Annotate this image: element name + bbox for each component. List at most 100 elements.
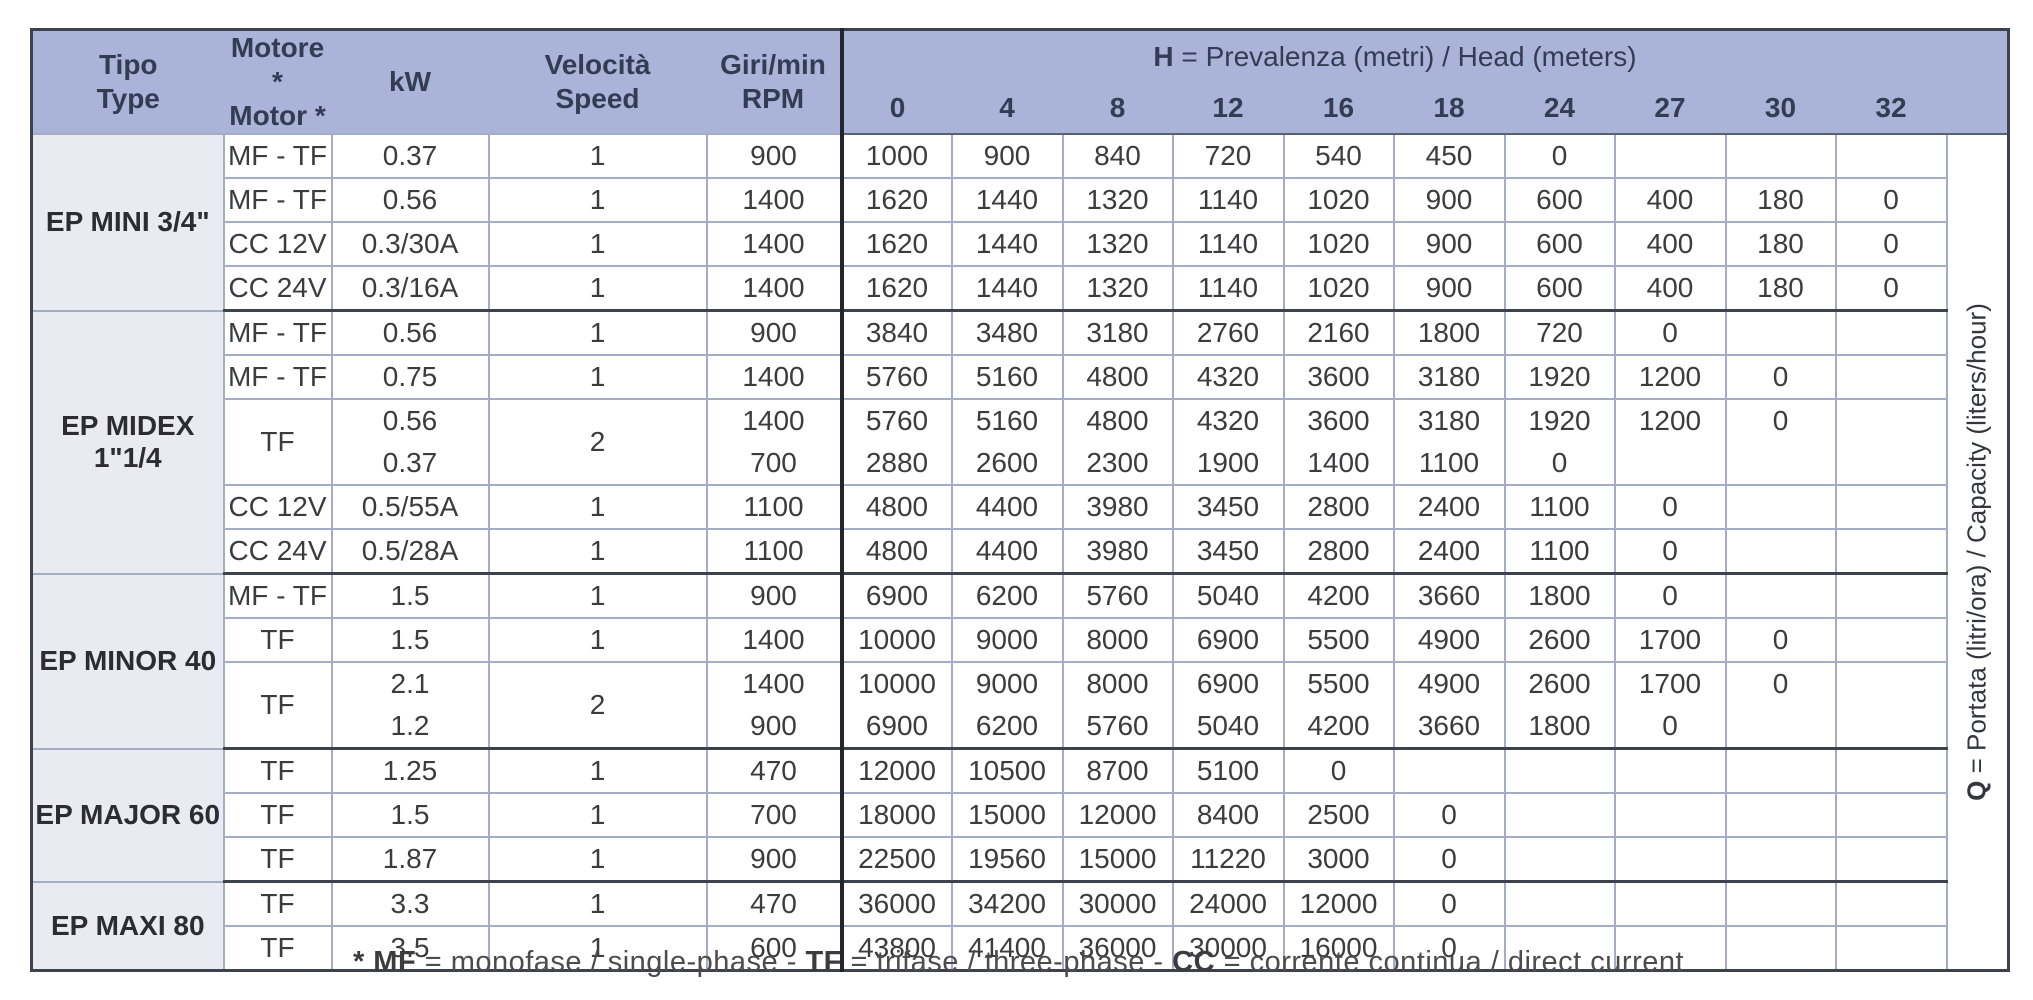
capacity-at-head-16-cell: 1020	[1282, 221, 1395, 267]
legend-footnote: * MF = monofase / single-phase - TF = tr…	[30, 946, 2007, 979]
motor-cell: TF	[222, 792, 333, 838]
capacity-at-head-24-cell: 1920	[1503, 354, 1616, 400]
capacity-at-head-32-cell	[1834, 747, 1948, 794]
capacity-at-head-27-cell	[1613, 792, 1727, 838]
rpm-cell: 470	[705, 880, 843, 927]
motor-cell: MF - TF	[222, 177, 333, 223]
speed-cell: 1	[487, 133, 708, 179]
kw-cell: 2.1 1.2	[330, 661, 490, 750]
motor-cell: CC 24V	[222, 265, 333, 312]
capacity-at-head-12-cell: 3450	[1171, 528, 1285, 575]
footnote-abbr: * MF	[352, 946, 417, 978]
speed-cell: 1	[487, 528, 708, 575]
capacity-at-head-24-cell: 1800	[1503, 572, 1616, 619]
rpm-cell: 900	[705, 836, 843, 883]
capacity-at-head-0-cell: 18000	[839, 792, 953, 838]
header-head-18: 18	[1393, 82, 1505, 135]
rpm-cell: 470	[705, 747, 843, 794]
kw-cell: 1.5	[330, 572, 490, 619]
capacity-at-head-30-cell	[1724, 572, 1837, 619]
capacity-at-head-16-cell: 2800	[1282, 528, 1395, 575]
capacity-at-head-27-cell: 1700	[1613, 617, 1727, 663]
capacity-at-head-27-cell: 0	[1613, 484, 1727, 530]
capacity-at-head-12-cell: 4320 1900	[1171, 398, 1285, 486]
capacity-at-head-27-cell: 0	[1613, 572, 1727, 619]
capacity-at-head-16-cell: 1020	[1282, 177, 1395, 223]
header-giri: Giri/min RPM	[706, 29, 842, 134]
capacity-at-head-8-cell: 1320	[1061, 265, 1174, 312]
capacity-at-head-8-cell: 840	[1061, 133, 1174, 179]
speed-cell: 1	[487, 354, 708, 400]
capacity-at-head-0-cell: 10000 6900	[839, 661, 953, 750]
capacity-at-head-18-cell: 3180 1100	[1392, 398, 1506, 486]
capacity-at-head-30-cell	[1724, 484, 1837, 530]
rpm-cell: 1400	[705, 221, 843, 267]
capacity-at-head-30-cell	[1724, 925, 1837, 972]
motor-cell: MF - TF	[222, 309, 333, 356]
motor-cell: TF	[222, 747, 333, 794]
table-row: EP MAJOR 60 TF 1.25 1 470 12000 10500 8700 5100 0	[30, 747, 2009, 883]
capacity-at-head-18-cell: 900	[1392, 265, 1506, 312]
capacity-at-head-30-cell	[1724, 792, 1837, 838]
speed-cell: 2	[487, 661, 708, 750]
rpm-cell: 1100	[705, 528, 843, 575]
capacity-at-head-32-cell	[1834, 661, 1948, 750]
table-row: EP MINI 3/4" MF - TF 0.37 1 900 1000 900 840 720…	[30, 133, 2010, 972]
kw-cell: 0.56 0.37	[330, 398, 490, 486]
capacity-at-head-18-cell: 0	[1392, 880, 1506, 927]
capacity-at-head-0-cell: 12000	[839, 747, 953, 794]
kw-cell: 1.25	[330, 747, 490, 794]
capacity-at-head-4-cell: 10500	[950, 747, 1064, 794]
rpm-cell: 1400	[705, 265, 843, 312]
table-row: CC 12V 0.5/55A 1 1100 4800 4400 3980 3450 2800 24…	[32, 484, 2009, 530]
rpm-cell: 600	[705, 925, 843, 972]
capacity-at-head-24-cell	[1503, 792, 1616, 838]
speed-cell: 1	[487, 880, 708, 927]
capacity-at-head-27-cell: 0	[1613, 309, 1727, 356]
capacity-at-head-0-cell: 5760	[839, 354, 953, 400]
capacity-at-head-32-cell: 0	[1834, 221, 1948, 267]
capacity-at-head-18-cell: 0	[1392, 836, 1506, 883]
capacity-at-head-16-cell: 0	[1282, 747, 1395, 794]
capacity-at-head-30-cell: 180	[1724, 177, 1837, 223]
capacity-at-head-24-cell: 1100	[1503, 528, 1616, 575]
motor-cell: TF	[222, 925, 333, 972]
capacity-at-head-27-cell: 1200	[1613, 354, 1727, 400]
capacity-at-head-16-cell: 2800	[1282, 484, 1395, 530]
capacity-at-head-27-cell	[1613, 747, 1727, 794]
capacity-at-head-24-cell: 2600 1800	[1503, 661, 1616, 750]
speed-cell: 1	[487, 925, 708, 972]
kw-cell: 1.5	[330, 792, 490, 838]
pump-type-cell: EP MINI 3/4"	[30, 133, 225, 312]
header-head-title-symbol: H	[1153, 40, 1174, 72]
capacity-at-head-16-cell: 1020	[1282, 265, 1395, 312]
capacity-at-head-18-cell: 2400	[1392, 528, 1506, 575]
table-header: Tipo Type Motore * Motor * kW Velocità S…	[31, 29, 2009, 135]
speed-cell: 1	[487, 792, 708, 838]
capacity-at-head-27-cell: 1200	[1613, 398, 1727, 486]
capacity-at-head-4-cell: 4400	[950, 528, 1064, 575]
capacity-at-head-18-cell: 0	[1392, 792, 1506, 838]
capacity-at-head-8-cell: 8700	[1061, 747, 1174, 794]
table-row: TF 1.5 1 700 18000 15000 12000 8400 2500 0	[32, 792, 2009, 838]
table-row: CC 24V 0.3/16A 1 1400 1620 1440 1320 1140 1020 90…	[32, 265, 2009, 312]
capacity-at-head-8-cell: 4800	[1061, 354, 1174, 400]
capacity-at-head-32-cell	[1834, 528, 1948, 575]
footnote-text: = corrente continua / direct current	[1215, 946, 1685, 978]
table-row: TF 0.56 0.37 2 1400 700 5760 2880 5160 2600 4800 23…	[32, 398, 2009, 486]
speed-cell: 1	[487, 484, 708, 530]
capacity-at-head-8-cell: 1320	[1061, 221, 1174, 267]
capacity-at-head-27-cell: 400	[1613, 177, 1727, 223]
table-row: CC 24V 0.5/28A 1 1100 4800 4400 3980 3450 2800 24…	[32, 528, 2009, 575]
speed-cell: 1	[487, 265, 708, 312]
capacity-at-head-12-cell: 1140	[1171, 177, 1285, 223]
rpm-cell: 900	[705, 309, 843, 356]
capacity-at-head-4-cell: 5160 2600	[950, 398, 1064, 486]
capacity-at-head-12-cell: 1140	[1171, 221, 1285, 267]
table-row: MF - TF 0.56 1 1400 1620 1440 1320 1140 1020 900 6…	[32, 177, 2009, 223]
capacity-at-head-8-cell: 36000	[1061, 925, 1174, 972]
capacity-at-head-32-cell	[1834, 354, 1948, 400]
capacity-at-head-24-cell	[1503, 836, 1616, 883]
capacity-at-head-16-cell: 5500 4200	[1282, 661, 1395, 750]
capacity-at-head-16-cell: 2500	[1282, 792, 1395, 838]
